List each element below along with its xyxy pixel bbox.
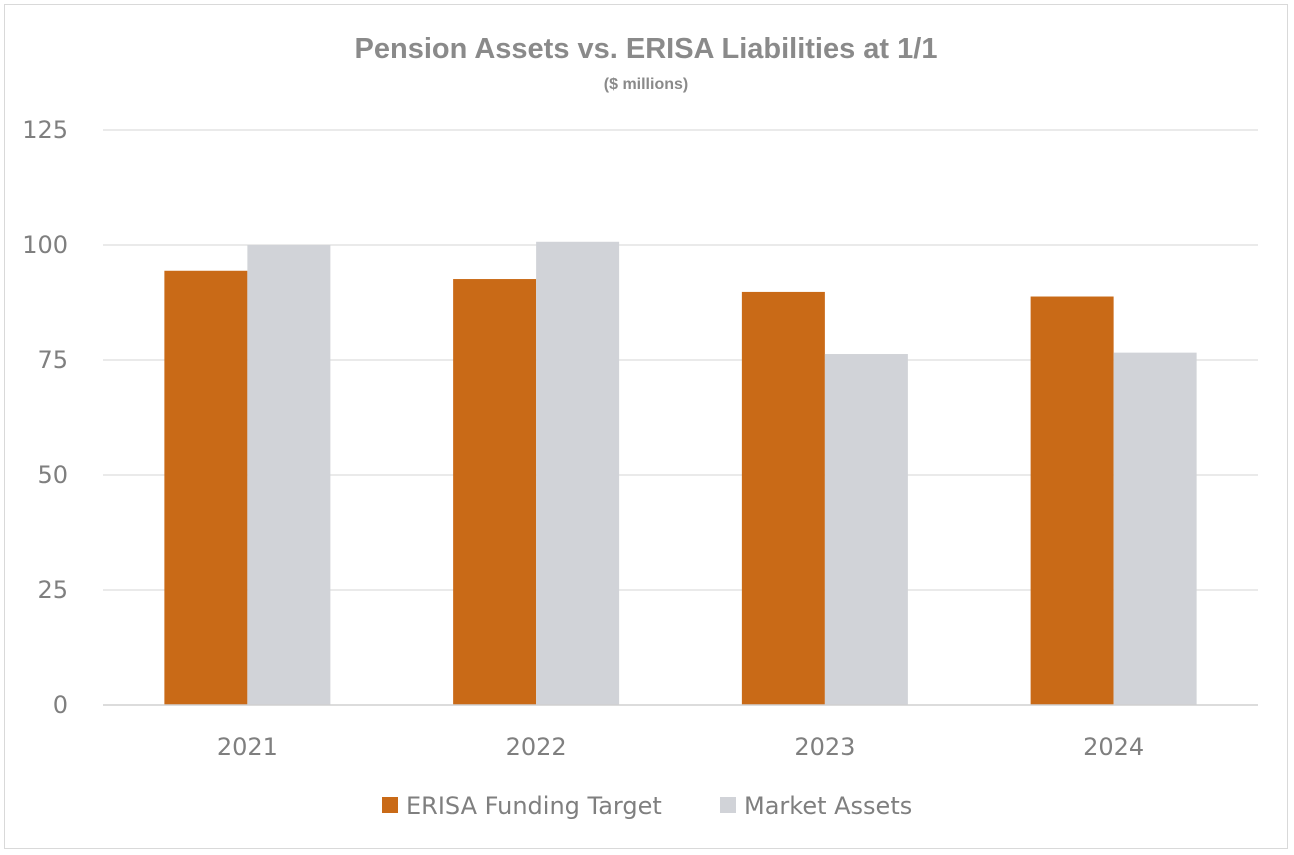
legend-label-market-assets: Market Assets (744, 792, 912, 820)
x-tick-label-2024: 2024 (1083, 733, 1144, 761)
y-axis-ticks: 0 25 50 75 100 125 (22, 116, 68, 719)
bar-market-assets-2021 (247, 245, 331, 705)
y-tick-label-125: 125 (22, 116, 68, 144)
bar-erisa-funding-target-2023 (741, 291, 825, 705)
bar-erisa-funding-target-2024 (1030, 296, 1114, 705)
bar-market-assets-2023 (824, 354, 908, 705)
x-tick-label-2021: 2021 (217, 733, 278, 761)
legend: ERISA Funding Target Market Assets (382, 792, 912, 820)
y-tick-label-100: 100 (22, 231, 68, 259)
y-tick-label-0: 0 (53, 691, 68, 719)
x-tick-label-2022: 2022 (506, 733, 567, 761)
x-axis-ticks: 2021 2022 2023 2024 (217, 733, 1144, 761)
legend-swatch-market-assets (720, 797, 736, 813)
x-tick-label-2023: 2023 (794, 733, 855, 761)
y-tick-label-50: 50 (37, 461, 68, 489)
chart-subtitle: ($ millions) (604, 76, 688, 93)
y-tick-label-25: 25 (37, 576, 68, 604)
bar-market-assets-2024 (1113, 352, 1197, 705)
chart-title: Pension Assets vs. ERISA Liabilities at … (355, 33, 938, 65)
bar-erisa-funding-target-2021 (164, 270, 248, 705)
legend-swatch-erisa-funding-target (382, 797, 398, 813)
y-tick-label-75: 75 (37, 346, 68, 374)
bars (164, 241, 1197, 705)
bar-erisa-funding-target-2022 (453, 279, 537, 705)
bar-market-assets-2022 (536, 241, 620, 705)
legend-label-erisa-funding-target: ERISA Funding Target (406, 792, 662, 820)
